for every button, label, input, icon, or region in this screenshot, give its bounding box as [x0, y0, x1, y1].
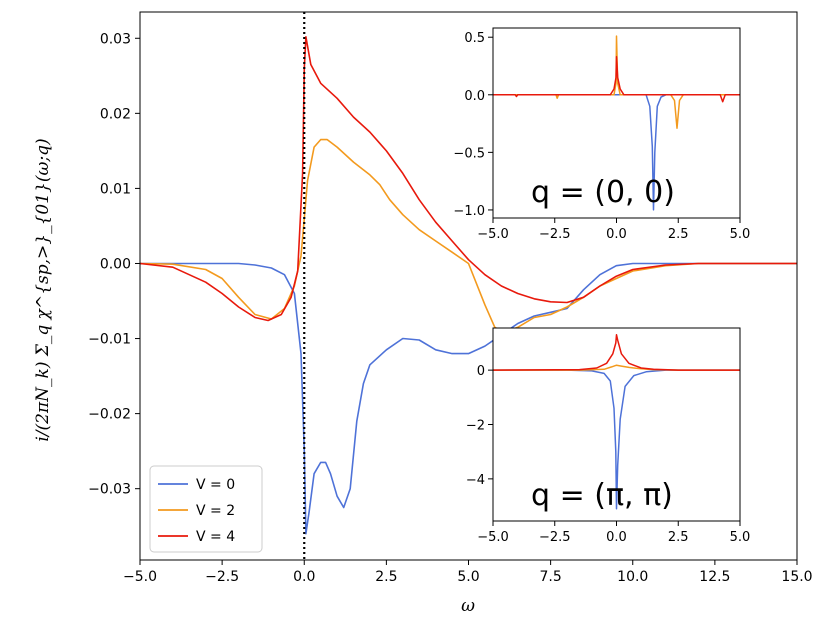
inset-y-tick-label: 0	[477, 364, 485, 379]
inset-x-tick-label: 5.0	[730, 530, 751, 545]
inset-y-tick-label: 0.5	[464, 31, 485, 46]
inset-y-tick-label: −4	[466, 473, 485, 488]
inset-title: q = (π, π)	[531, 478, 673, 513]
inset-x-tick-label: 2.5	[668, 530, 689, 545]
x-tick-label: −2.5	[205, 569, 239, 585]
x-tick-label: 15.0	[781, 569, 812, 585]
x-axis-label: ω	[461, 596, 475, 616]
x-tick-label: 2.5	[375, 569, 397, 585]
inset-series-line	[493, 94, 740, 211]
series-line-v0	[140, 262, 797, 535]
inset-x-tick-label: −2.5	[539, 227, 571, 242]
inset-x-tick-label: −5.0	[477, 530, 509, 545]
inset-x-tick-label: 0.0	[606, 530, 627, 545]
y-tick-label: 0.02	[100, 106, 131, 122]
inset-x-tick-label: −2.5	[539, 530, 571, 545]
y-tick-label: −0.02	[88, 407, 131, 423]
x-tick-label: 5.0	[457, 569, 479, 585]
inset-series-line	[493, 369, 740, 510]
inset-y-tick-label: −1.0	[453, 204, 485, 219]
inset-qpipi: −5.0 −2.5 0.0 2.5 5.0 0 −2 −4 q = (π, π)	[466, 327, 751, 545]
x-tick-label: 10.0	[617, 569, 648, 585]
x-tick-label: 0.0	[293, 569, 315, 585]
x-tick-label: −5.0	[123, 569, 157, 585]
main-plot: −5.0 −2.5 0.0 2.5 5.0 7.5 10.0 12.5 15.0 −0.03 −0.…	[88, 11, 813, 585]
legend-entry: V = 2	[196, 503, 235, 519]
inset-x-tick-label: 0.0	[606, 227, 627, 242]
inset-series-line	[493, 56, 740, 103]
y-tick-label: −0.03	[88, 482, 131, 498]
legend-entry: V = 4	[196, 529, 235, 545]
legend: V = 0 V = 2 V = 4	[149, 465, 263, 553]
y-tick-label: −0.01	[88, 332, 131, 348]
series-line-v4	[139, 36, 797, 322]
inset-x-tick-label: −5.0	[477, 227, 509, 242]
legend-box	[149, 465, 263, 553]
legend-entry: V = 0	[196, 477, 235, 493]
inset-series-line	[492, 334, 740, 371]
x-tick-label: 12.5	[699, 569, 730, 585]
x-tick-label: 7.5	[539, 569, 561, 585]
inset-y-tick-label: −2	[466, 419, 485, 434]
inset-x-tick-label: 5.0	[730, 227, 751, 242]
y-tick-label: 0.03	[100, 31, 131, 47]
y-tick-label: 0.01	[100, 181, 131, 197]
y-axis-label: i/(2πN_k) Σ_q χ^{sp,>}_{01}(ω;q)	[33, 138, 53, 441]
inset-y-tick-label: −0.5	[453, 146, 485, 161]
inset-x-tick-label: 2.5	[668, 227, 689, 242]
inset-q00: −5.0 −2.5 0.0 2.5 5.0 0.5 0.0 −0.5 −1.0 q = (0, 0…	[453, 27, 751, 242]
y-tick-label: 0.00	[100, 256, 131, 272]
inset-y-tick-label: 0.0	[464, 89, 485, 104]
inset-title: q = (0, 0)	[531, 175, 675, 210]
series-line-v2	[139, 138, 797, 334]
inset-series-line	[493, 35, 740, 129]
